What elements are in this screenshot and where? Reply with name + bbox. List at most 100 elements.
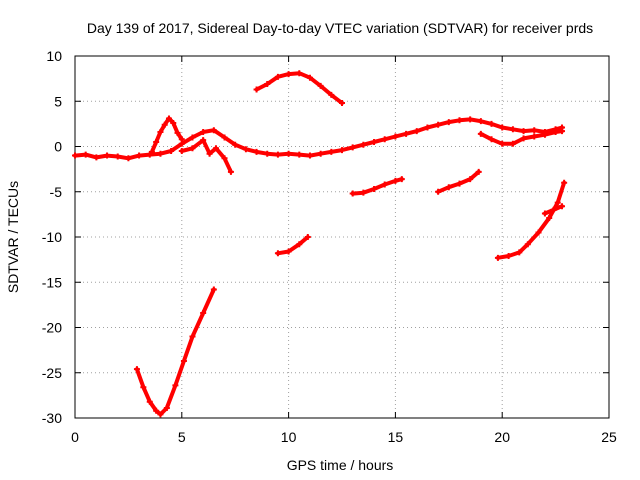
data-point: [475, 168, 482, 175]
axis-ticks: 0 5 10 15 20 25 -30 -25 -20 -15 -10 -5 0 5 10: [42, 48, 617, 445]
x-tick-label: 10: [281, 429, 297, 445]
data-point: [157, 411, 164, 418]
data-point: [296, 70, 303, 77]
data-point: [360, 141, 367, 148]
data-point: [456, 180, 463, 187]
y-axis-label: SDTVAR / TECUs: [5, 181, 21, 293]
data-point: [72, 152, 78, 159]
data-point: [165, 115, 172, 122]
data-point: [212, 145, 219, 152]
data-point: [516, 249, 523, 256]
data-point: [328, 91, 335, 98]
data-point: [163, 405, 170, 412]
data-point: [178, 136, 185, 143]
series-line-track-deep: [134, 287, 216, 417]
data-point: [170, 119, 177, 126]
data-point: [285, 248, 292, 255]
data-point: [559, 203, 566, 210]
data-point: [148, 148, 155, 155]
data-point: [221, 155, 228, 162]
data-point: [339, 147, 345, 154]
y-tick-label: -5: [50, 184, 63, 200]
data-point: [210, 127, 217, 134]
data-point: [552, 129, 559, 136]
x-tick-label: 25: [601, 429, 617, 445]
data-point: [133, 366, 140, 373]
x-tick-label: 0: [71, 429, 79, 445]
data-point: [306, 152, 313, 159]
data-point: [477, 130, 484, 137]
data-point: [559, 128, 566, 135]
data-point: [349, 190, 356, 197]
data-point: [398, 176, 405, 183]
data-point: [488, 120, 495, 127]
y-tick-label: -10: [42, 229, 62, 245]
data-point: [114, 153, 121, 160]
data-point: [550, 206, 557, 213]
data-point: [153, 407, 160, 414]
data-point: [157, 150, 164, 157]
data-point: [200, 129, 207, 136]
data-point: [424, 124, 431, 131]
data-point: [274, 73, 281, 80]
chart-title: Day 139 of 2017, Sidereal Day-to-day VTE…: [87, 20, 593, 36]
data-point: [317, 82, 324, 89]
data-point: [210, 286, 217, 293]
data-point: [509, 126, 516, 133]
data-point: [264, 81, 271, 88]
data-point: [285, 150, 292, 157]
y-tick-label: 10: [46, 48, 62, 64]
data-point: [535, 229, 542, 236]
data-point: [561, 179, 568, 186]
data-point: [274, 151, 281, 158]
data-point: [242, 146, 249, 153]
x-tick-label: 20: [494, 429, 510, 445]
data-point: [554, 199, 561, 206]
data-point: [296, 241, 303, 248]
data-point: [285, 71, 292, 78]
y-tick-label: -30: [42, 410, 62, 426]
data-point: [509, 140, 516, 147]
data-point: [153, 138, 160, 145]
data-point: [172, 382, 179, 389]
data-point: [82, 151, 89, 158]
data-point: [93, 154, 100, 161]
data-point: [505, 253, 512, 260]
data-point: [206, 150, 213, 157]
data-point: [371, 186, 378, 193]
data-point: [136, 152, 143, 159]
data-point: [392, 133, 399, 140]
data-point: [520, 128, 527, 135]
data-point: [157, 129, 164, 136]
data-point: [467, 116, 474, 123]
data-point: [264, 150, 271, 157]
data-point: [435, 121, 442, 128]
data-point: [221, 134, 228, 141]
data-point: [200, 137, 207, 144]
data-point: [477, 118, 484, 125]
y-tick-label: -20: [42, 320, 62, 336]
data-point: [524, 241, 531, 248]
y-tick-label: 0: [54, 139, 62, 155]
data-point: [189, 145, 196, 152]
data-point: [296, 151, 303, 158]
data-point: [104, 152, 111, 159]
data-point: [168, 148, 175, 155]
data-point: [306, 74, 313, 81]
data-point: [541, 131, 548, 138]
data-point: [339, 100, 345, 107]
data-point: [304, 234, 311, 240]
data-point: [445, 184, 452, 191]
data-point: [274, 250, 281, 257]
data-point: [253, 148, 260, 155]
data-point: [161, 121, 168, 128]
data-point: [520, 135, 527, 142]
series-line-track-ten: [275, 235, 310, 256]
data-point: [232, 141, 239, 148]
data-point: [435, 188, 442, 195]
data-point: [125, 155, 132, 162]
data-point: [413, 128, 420, 135]
data-point: [541, 210, 548, 217]
y-tick-label: -15: [42, 274, 62, 290]
